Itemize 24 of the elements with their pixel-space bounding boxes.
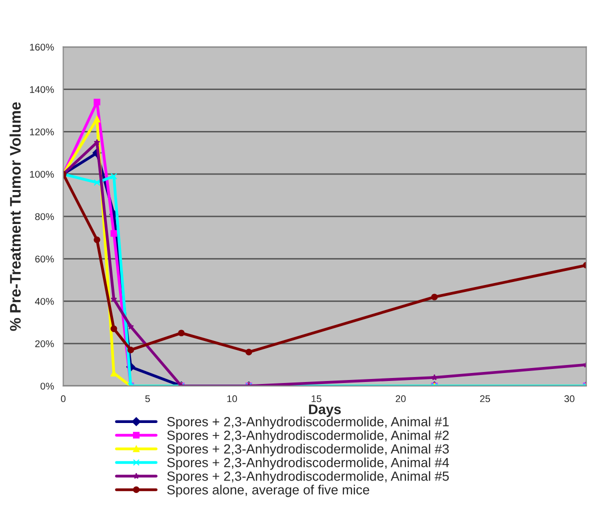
x-tick-label: 10 xyxy=(227,395,237,402)
y-tick-label: 120% xyxy=(30,128,54,136)
y-tick-label: 140% xyxy=(30,86,54,93)
legend-label: Spores + 2,3-Anhydrodiscodermolide, Animal #1 xyxy=(167,416,449,429)
y-tick-label: 40% xyxy=(34,298,54,305)
y-tick-label: 160% xyxy=(30,44,54,51)
x-tick-label: 5 xyxy=(145,395,150,402)
x-tick-label: 30 xyxy=(564,395,574,402)
legend-label: Spores + 2,3-Anhydrodiscodermolide, Animal #2 xyxy=(167,430,449,443)
x-tick-label: 20 xyxy=(396,395,406,402)
y-axis-title: % Pre-Treatment Tumor Volume xyxy=(10,102,21,331)
y-tick-label: 20% xyxy=(35,340,54,348)
legend-label: Spores + 2,3-Anhydrodiscodermolide, Animal #5 xyxy=(167,471,449,484)
legend-label: Spores + 2,3-Anhydrodiscodermolide, Animal #4 xyxy=(167,458,449,470)
x-axis-title: Days xyxy=(309,404,341,418)
legend-label: Spores + 2,3-Anhydrodiscodermolide, Animal #3 xyxy=(167,444,449,456)
x-tick-label: 25 xyxy=(480,395,490,402)
y-tick-label: 0% xyxy=(40,382,54,390)
legend-label: Spores alone, average of five mice xyxy=(167,484,370,498)
y-tick-label: 60% xyxy=(35,256,54,262)
x-tick-label: 15 xyxy=(312,395,322,402)
x-tick-label: 0 xyxy=(60,395,66,402)
y-tick-label: 100% xyxy=(30,170,54,178)
y-tick-label: 80% xyxy=(35,213,54,220)
